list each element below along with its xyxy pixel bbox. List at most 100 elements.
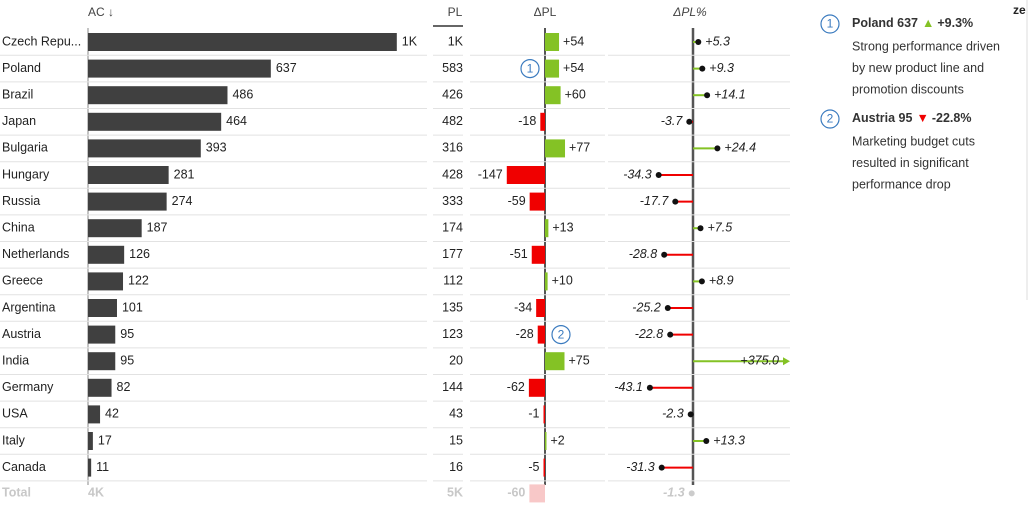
- pl-label: 428: [442, 167, 463, 181]
- dpl-label: -28: [516, 327, 534, 341]
- dplp-dot: [714, 145, 721, 152]
- note-marker: ▼: [916, 111, 928, 125]
- ac-label: 17: [98, 433, 112, 447]
- ac-label: 1K: [402, 34, 418, 48]
- dpl-bar: [545, 272, 548, 291]
- total-ac: 4K: [88, 486, 104, 500]
- ac-bar: [88, 59, 271, 78]
- ac-bar: [88, 378, 112, 397]
- note-name: Poland 637: [852, 16, 918, 30]
- dplp-dot: [697, 225, 704, 232]
- ac-label: 122: [128, 274, 149, 288]
- pl-label: 43: [449, 407, 463, 421]
- category-label: Russia: [2, 194, 40, 208]
- category-label: Bulgaria: [2, 141, 48, 155]
- ac-label: 126: [129, 247, 150, 261]
- note-line: Marketing budget cuts: [852, 134, 975, 148]
- pl-label: 144: [442, 380, 463, 394]
- note-name: Austria 95: [852, 111, 912, 125]
- ac-bar: [88, 352, 116, 371]
- ac-label: 274: [172, 194, 193, 208]
- dpl-label: +13: [552, 220, 573, 234]
- pl-label: 426: [442, 87, 463, 101]
- dpl-bar: [545, 219, 549, 238]
- dpl-label: +54: [563, 61, 584, 75]
- dpl-label: -62: [507, 380, 525, 394]
- dplp-label: +7.5: [708, 220, 733, 234]
- note-badge: [820, 14, 840, 34]
- note-line: promotion discounts: [852, 82, 964, 96]
- category-label: Czech Repu...: [2, 34, 81, 48]
- dpl-bar: [529, 192, 545, 211]
- dpl-label: +2: [551, 433, 565, 447]
- dpl-bar: [543, 458, 545, 477]
- total-pl: 5K: [447, 486, 463, 500]
- dpl-bar: [540, 112, 545, 131]
- total-dplp-label: -1.3: [663, 486, 685, 500]
- dpl-label: -1: [528, 407, 539, 421]
- dplp-label: -28.8: [629, 247, 658, 261]
- total-label: Total: [2, 486, 31, 500]
- dplp-dot: [699, 65, 706, 72]
- dpl-label: +75: [569, 353, 590, 367]
- pl-label: 482: [442, 114, 463, 128]
- dplp-dot: [686, 118, 693, 125]
- note-delta: -22.8%: [932, 111, 972, 125]
- category-label: Greece: [2, 274, 43, 288]
- dpl-label: -18: [518, 114, 536, 128]
- ac-bar: [88, 219, 142, 238]
- ac-bar: [88, 405, 101, 424]
- dplp-label: -34.3: [623, 167, 652, 181]
- ac-bar: [88, 86, 228, 105]
- ac-bar: [88, 299, 117, 317]
- ac-label: 95: [120, 353, 134, 367]
- ac-label: 464: [226, 114, 247, 128]
- dplp-label: -43.1: [614, 380, 643, 394]
- ac-label: 95: [120, 327, 134, 341]
- pl-label: 15: [449, 433, 463, 447]
- category-label: Netherlands: [2, 247, 69, 261]
- note-badge-number: 1: [527, 61, 534, 75]
- dplp-dot: [667, 331, 674, 338]
- dpl-bar: [545, 352, 565, 371]
- dpl-label: -51: [510, 247, 528, 261]
- dpl-bar: [543, 405, 545, 424]
- dpl-bar: [545, 86, 561, 105]
- ac-bar: [88, 325, 116, 344]
- dpl-bar: [536, 299, 545, 317]
- ac-bar: [88, 192, 167, 211]
- pl-label: 20: [449, 353, 463, 367]
- note-badge: [820, 109, 840, 129]
- ac-bar: [88, 166, 169, 184]
- ac-bar: [88, 33, 397, 51]
- dplp-label: +9.3: [709, 61, 734, 75]
- note-line: by new product line and: [852, 61, 984, 75]
- ac-bar: [88, 112, 222, 131]
- pl-label: 177: [442, 247, 463, 261]
- ac-bar: [88, 458, 92, 477]
- dplp-dot: [664, 305, 671, 311]
- ac-bar: [88, 245, 125, 264]
- pl-label: 316: [442, 141, 463, 155]
- note-line: resulted in significant: [852, 156, 969, 170]
- header-dplp: ΔPL%: [672, 5, 707, 19]
- note-title: Austria 95 ▼ -22.8%: [852, 111, 971, 125]
- dplp-label: -2.3: [662, 407, 684, 421]
- dpl-label: +54: [563, 34, 584, 48]
- dpl-bar: [506, 166, 545, 184]
- header-ac: AC ↓: [88, 5, 114, 19]
- overflow-arrow: [783, 357, 790, 366]
- dplp-label: +5.3: [705, 34, 730, 48]
- category-label: Canada: [2, 460, 46, 474]
- header-pl: PL: [448, 5, 463, 19]
- category-label: Italy: [2, 433, 26, 447]
- dplp-label: +8.9: [709, 274, 734, 288]
- dplp-dot: [646, 384, 653, 391]
- dplp-dot: [703, 438, 710, 444]
- dplp-label: -31.3: [626, 460, 655, 474]
- dpl-bar: [528, 378, 545, 397]
- category-label: Brazil: [2, 87, 33, 101]
- category-label: Austria: [2, 327, 41, 341]
- ac-label: 393: [206, 141, 227, 155]
